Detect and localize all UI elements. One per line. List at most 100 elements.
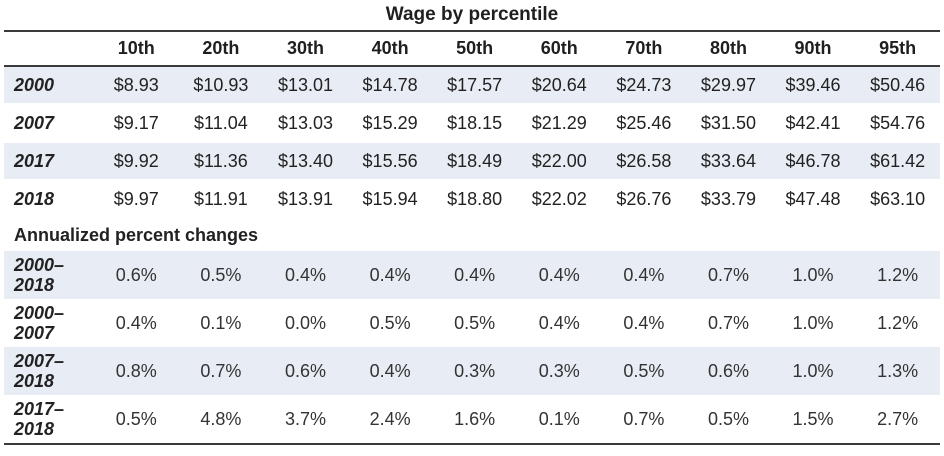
row-label: 2000– 2018: [4, 251, 94, 299]
row-label: 2017– 2018: [4, 395, 94, 444]
change-cell: 0.5%: [454, 312, 496, 333]
wage-cell: $11.36: [194, 150, 248, 171]
change-cell: 0.1%: [538, 408, 580, 429]
change-cell: 4.8%: [200, 408, 242, 429]
wage-cell: $50.46: [870, 74, 926, 95]
wage-cell: $17.57: [447, 74, 503, 95]
wage-cell: $21.29: [531, 112, 587, 133]
change-cell: 0.6%: [284, 360, 326, 381]
wage-cell: $22.00: [531, 150, 587, 171]
change-cell: 0.5%: [115, 408, 157, 429]
table-body: 2000 $8.93 $10.93 $13.01 $14.78 $17.57 $20.64 $…: [4, 66, 940, 444]
wage-table: 10th 20th 30th 40th 50th 60th 70th 80th …: [4, 30, 940, 445]
section-label: Annualized percent changes: [14, 224, 259, 245]
header-20th: 20th: [178, 30, 264, 67]
wage-cell: $9.92: [113, 150, 159, 171]
wage-cell: $10.93: [193, 74, 249, 95]
wage-cell: $11.04: [194, 112, 248, 133]
change-cell: 1.0%: [792, 264, 834, 285]
change-cell: 0.4%: [623, 264, 665, 285]
wage-cell: $33.79: [700, 188, 756, 209]
header-row: 10th 20th 30th 40th 50th 60th 70th 80th …: [4, 30, 940, 67]
wage-cell: $24.73: [616, 74, 672, 95]
header-90th: 90th: [770, 30, 856, 67]
wage-cell: $42.41: [785, 112, 841, 133]
wage-row-2000: 2000 $8.93 $10.93 $13.01 $14.78 $17.57 $20.64 $…: [4, 66, 940, 104]
wage-cell: $18.80: [447, 188, 503, 209]
row-label-end: 2018: [14, 419, 55, 439]
change-cell: 0.7%: [707, 264, 749, 285]
row-label: 2000: [14, 75, 55, 95]
row-label-start: 2000–: [14, 303, 65, 323]
wage-cell: $8.93: [113, 74, 159, 95]
wage-cell: $20.64: [531, 74, 587, 95]
change-cell: 1.0%: [792, 360, 834, 381]
row-label-start: 2007–: [14, 351, 65, 371]
change-row: 2017– 2018 0.5% 4.8% 3.7% 2.4% 1.6% 0.1% 0.7% 0.5…: [4, 395, 940, 444]
wage-cell: $13.03: [277, 112, 334, 133]
wage-cell: $26.76: [616, 188, 672, 209]
change-cell: 0.5%: [707, 408, 749, 429]
change-cell: 1.6%: [454, 408, 496, 429]
change-cell: 0.4%: [538, 264, 580, 285]
header-40th: 40th: [347, 30, 433, 67]
wage-cell: $11.91: [194, 188, 248, 209]
wage-cell: $54.76: [870, 112, 926, 133]
row-label: 2000– 2007: [4, 299, 94, 347]
wage-cell: $13.91: [277, 188, 334, 209]
row-label-end: 2018: [14, 275, 55, 295]
wage-cell: $39.46: [785, 74, 841, 95]
wage-cell: $13.01: [277, 74, 334, 95]
change-cell: 1.3%: [877, 360, 919, 381]
wage-cell: $15.94: [362, 188, 418, 209]
wage-cell: $9.97: [113, 188, 159, 209]
change-cell: 0.6%: [707, 360, 749, 381]
row-label: 2018: [14, 189, 55, 209]
wage-cell: $61.42: [870, 150, 926, 171]
change-cell: 1.5%: [792, 408, 834, 429]
change-cell: 0.4%: [454, 264, 496, 285]
section-row: Annualized percent changes: [4, 218, 940, 251]
row-label-end: 2007: [14, 323, 55, 343]
change-cell: 1.0%: [792, 312, 834, 333]
wage-cell: $29.97: [700, 74, 756, 95]
change-cell: 0.6%: [115, 264, 157, 285]
change-row: 2000– 2007 0.4% 0.1% 0.0% 0.5% 0.5% 0.4% 0.4% 0.7…: [4, 299, 940, 347]
wage-cell: $31.50: [700, 112, 756, 133]
header-corner: [4, 30, 94, 67]
change-cell: 0.7%: [707, 312, 749, 333]
change-cell: 0.7%: [200, 360, 242, 381]
change-cell: 2.4%: [369, 408, 411, 429]
row-label: 2007: [14, 113, 55, 133]
wage-cell: $63.10: [870, 188, 926, 209]
header-80th: 80th: [686, 30, 771, 67]
change-cell: 0.5%: [623, 360, 665, 381]
wage-cell: $9.17: [113, 112, 159, 133]
change-cell: 0.4%: [284, 264, 326, 285]
table-title: Wage by percentile: [385, 4, 559, 25]
wage-cell: $14.78: [362, 74, 418, 95]
wage-row-2018: 2018 $9.97 $11.91 $13.91 $15.94 $18.80 $22.02 $…: [4, 180, 940, 218]
change-cell: 0.1%: [200, 312, 242, 333]
wage-cell: $33.64: [700, 150, 756, 171]
row-label-start: 2017–: [14, 399, 65, 419]
change-cell: 0.3%: [538, 360, 580, 381]
header-60th: 60th: [516, 30, 602, 67]
change-cell: 0.0%: [284, 312, 326, 333]
wage-cell: $47.48: [785, 188, 841, 209]
change-cell: 0.4%: [369, 360, 411, 381]
wage-cell: $46.78: [785, 150, 841, 171]
change-cell: 0.8%: [115, 360, 157, 381]
change-cell: 0.4%: [538, 312, 580, 333]
wage-row-2007: 2007 $9.17 $11.04 $13.03 $15.29 $18.15 $21.29 $…: [4, 104, 940, 142]
change-cell: 0.4%: [115, 312, 157, 333]
wage-cell: $26.58: [616, 150, 672, 171]
wage-row-2017: 2017 $9.92 $11.36 $13.40 $15.56 $18.49 $22.00 $…: [4, 142, 940, 180]
header-70th: 70th: [601, 30, 687, 67]
change-cell: 2.7%: [877, 408, 919, 429]
change-cell: 1.2%: [877, 312, 919, 333]
change-cell: 0.5%: [200, 264, 242, 285]
header-50th: 50th: [432, 30, 517, 67]
wage-cell: $13.40: [277, 150, 334, 171]
change-cell: 0.5%: [369, 312, 411, 333]
